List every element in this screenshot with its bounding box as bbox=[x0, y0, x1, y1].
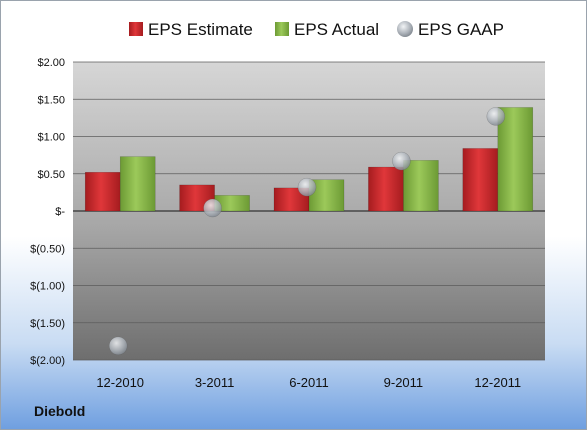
legend-swatch-actual bbox=[275, 22, 289, 36]
bar-eps-estimate bbox=[368, 166, 404, 212]
point-eps-gaap bbox=[486, 107, 506, 126]
point-eps-gaap bbox=[297, 177, 317, 197]
y-tick-label: $(2.00) bbox=[30, 355, 65, 367]
company-name: Diebold bbox=[34, 403, 86, 419]
x-category-label: 6-2011 bbox=[289, 375, 329, 390]
y-tick-label: $(0.50) bbox=[30, 243, 65, 255]
legend-label-gaap: EPS GAAP bbox=[418, 20, 504, 39]
x-category-label: 3-2011 bbox=[195, 375, 235, 390]
bar-eps-actual bbox=[119, 156, 156, 212]
x-category-label: 9-2011 bbox=[384, 375, 424, 390]
x-axis-categories: 12-2010 3-2011 6-2011 9-2011 12-2011 bbox=[96, 375, 521, 390]
legend-label-actual: EPS Actual bbox=[294, 20, 379, 39]
y-tick-label: $- bbox=[55, 206, 65, 218]
y-tick-label: $0.50 bbox=[37, 169, 65, 181]
x-category-label: 12-2010 bbox=[96, 375, 144, 390]
point-eps-gaap bbox=[392, 151, 411, 171]
bar-eps-estimate bbox=[462, 148, 499, 212]
point-eps-gaap bbox=[203, 198, 222, 218]
bars bbox=[84, 107, 534, 212]
x-category-label: 12-2011 bbox=[474, 375, 521, 390]
legend-swatch-gaap bbox=[397, 21, 413, 37]
y-tick-label: $1.50 bbox=[37, 94, 65, 106]
y-tick-label: $(1.50) bbox=[30, 318, 65, 330]
legend-label-estimate: EPS Estimate bbox=[148, 20, 253, 39]
bar-eps-estimate bbox=[84, 172, 121, 212]
point-eps-gaap bbox=[108, 336, 128, 356]
legend-swatch-estimate bbox=[129, 22, 143, 36]
gaap-points bbox=[108, 107, 506, 356]
bar-eps-actual bbox=[403, 160, 439, 212]
y-tick-label: $(1.00) bbox=[30, 281, 65, 293]
y-tick-label: $2.00 bbox=[37, 57, 65, 69]
y-axis-ticks: $2.00 $1.50 $1.00 $0.50 $- $(0.50) $(1.00) $(1.… bbox=[30, 57, 65, 367]
legend: EPS Estimate EPS Actual EPS GAAP bbox=[129, 20, 504, 39]
y-tick-label: $1.00 bbox=[37, 132, 65, 144]
bar-eps-actual bbox=[497, 107, 534, 212]
